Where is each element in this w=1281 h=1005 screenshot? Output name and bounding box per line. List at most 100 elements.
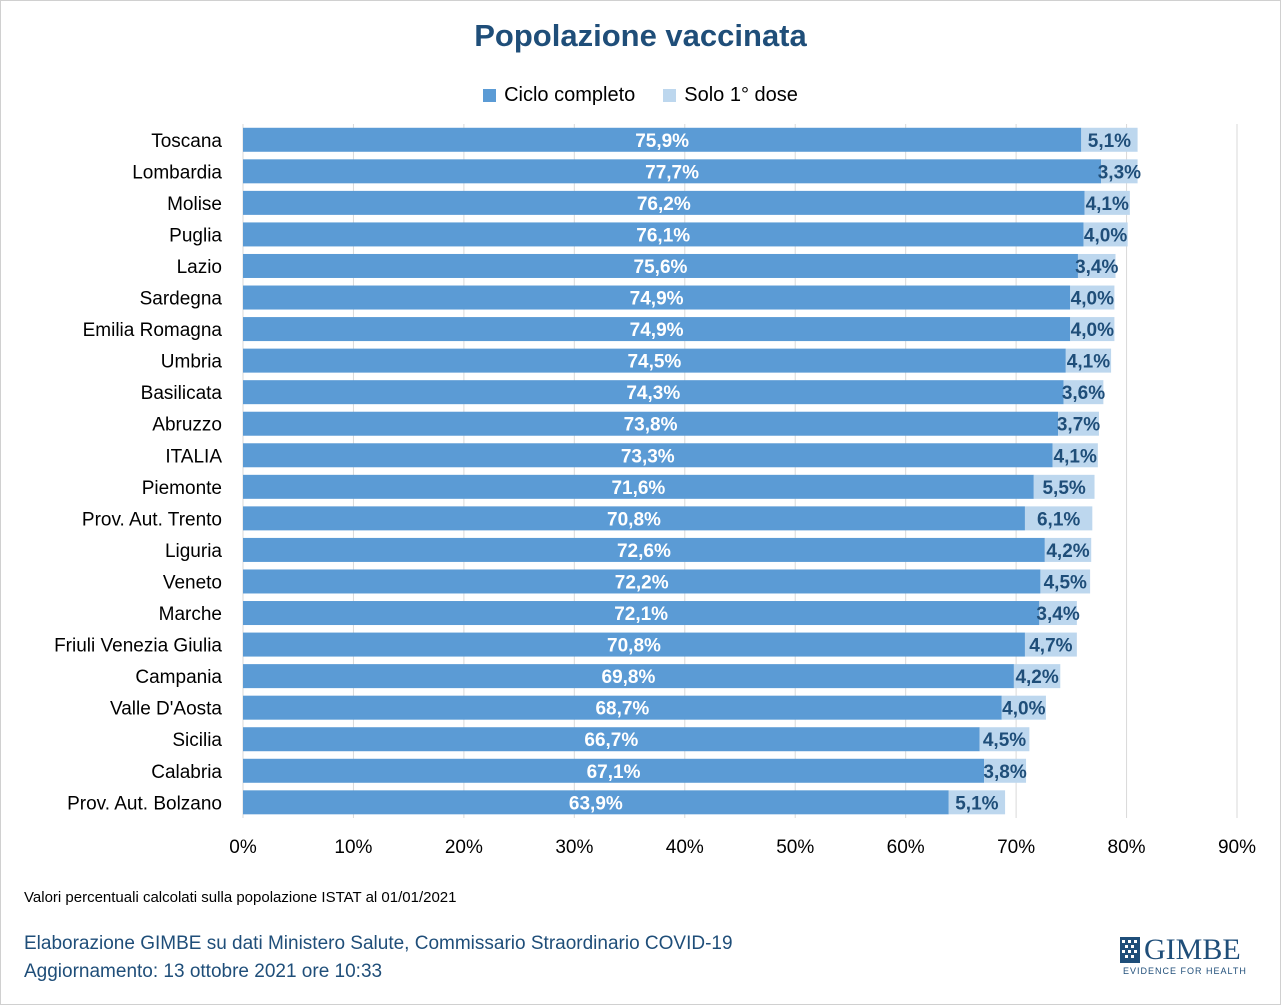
update-timestamp: Aggiornamento: 13 ottobre 2021 ore 10:33: [24, 961, 383, 982]
bar-solo-prima-dose: [1084, 190, 1130, 215]
bar-solo-prima-dose: [1070, 285, 1115, 310]
data-label-solo-prima-dose: 3,8%: [983, 762, 1026, 783]
data-label-ciclo-completo: 75,9%: [635, 131, 689, 152]
category-label-campania: Campania: [135, 667, 222, 688]
legend-swatch-solo-prima-dose: [663, 89, 677, 102]
x-tick-label: 0%: [229, 837, 257, 858]
bar-ciclo-completo: [243, 790, 949, 815]
bar-solo-prima-dose: [1081, 127, 1138, 152]
bar-ciclo-completo: [243, 253, 1078, 278]
category-label-abruzzo: Abruzzo: [152, 415, 222, 436]
data-label-solo-prima-dose: 3,6%: [1062, 383, 1105, 404]
legend-label-solo-prima-dose: Solo 1° dose: [684, 84, 798, 106]
data-label-solo-prima-dose: 4,1%: [1054, 446, 1097, 467]
data-label-ciclo-completo: 73,3%: [621, 446, 675, 467]
data-label-solo-prima-dose: 4,1%: [1067, 352, 1110, 373]
bar-solo-prima-dose: [1013, 664, 1061, 689]
data-label-ciclo-completo: 67,1%: [587, 762, 641, 783]
bar-solo-prima-dose: [1101, 159, 1138, 184]
data-label-ciclo-completo: 68,7%: [595, 699, 649, 720]
bar-ciclo-completo: [243, 317, 1071, 342]
data-label-solo-prima-dose: 4,0%: [1084, 225, 1127, 246]
bar-solo-prima-dose: [1033, 474, 1095, 499]
data-label-solo-prima-dose: 4,0%: [1071, 320, 1114, 341]
bar-ciclo-completo: [243, 632, 1025, 657]
category-label-piemonte: Piemonte: [142, 478, 222, 499]
bar-solo-prima-dose: [948, 790, 1006, 815]
category-label-molise: Molise: [167, 194, 222, 215]
data-label-ciclo-completo: 74,9%: [630, 289, 684, 310]
bar-solo-prima-dose: [1077, 253, 1116, 278]
data-label-ciclo-completo: 72,1%: [614, 604, 668, 625]
data-label-ciclo-completo: 73,8%: [624, 415, 678, 436]
legend-swatch-ciclo-completo: [483, 89, 497, 102]
bar-chart: 0% 10% 20% 30% 40% 50% 60% 70% 80% 90% Toscana 75,9…: [54, 124, 1256, 858]
data-label-solo-prima-dose: 4,0%: [1002, 699, 1045, 720]
bar-solo-prima-dose: [1083, 222, 1128, 247]
gimbe-logo: GIMBE EVIDENCE FOR HEALTH: [1120, 933, 1247, 979]
data-label-solo-prima-dose: 3,4%: [1075, 257, 1118, 278]
category-label-emilia-romagna: Emilia Romagna: [83, 320, 223, 341]
category-label-italia: ITALIA: [165, 446, 222, 467]
bar-solo-prima-dose: [1039, 601, 1077, 626]
gimbe-logo-tagline: EVIDENCE FOR HEALTH: [1123, 966, 1247, 976]
bar-ciclo-completo: [243, 506, 1025, 531]
category-label-basilicata: Basilicata: [141, 383, 223, 404]
category-label-puglia: Puglia: [169, 225, 222, 246]
bar-ciclo-completo: [243, 348, 1066, 373]
category-label-prov-aut-bolzano: Prov. Aut. Bolzano: [67, 793, 222, 814]
data-label-solo-prima-dose: 4,7%: [1029, 636, 1072, 657]
category-label-marche: Marche: [159, 604, 222, 625]
bar-ciclo-completo: [243, 474, 1034, 499]
gimbe-logo-mark-icon: [1120, 937, 1140, 963]
category-label-valle-d-aosta: Valle D'Aosta: [110, 699, 222, 720]
data-label-solo-prima-dose: 4,2%: [1046, 541, 1089, 562]
bar-ciclo-completo: [243, 127, 1082, 152]
legend-label-ciclo-completo: Ciclo completo: [504, 84, 636, 106]
data-label-ciclo-completo: 75,6%: [634, 257, 688, 278]
x-tick-label: 40%: [666, 837, 704, 858]
chart-legend: Ciclo completo Solo 1° dose: [0, 84, 1281, 107]
data-label-ciclo-completo: 70,8%: [607, 636, 661, 657]
bar-solo-prima-dose: [984, 758, 1027, 783]
category-label-liguria: Liguria: [165, 541, 222, 562]
x-tick-label: 60%: [887, 837, 925, 858]
category-label-veneto: Veneto: [163, 572, 222, 593]
data-label-ciclo-completo: 70,8%: [607, 509, 661, 530]
category-label-calabria: Calabria: [151, 762, 222, 783]
bar-ciclo-completo: [243, 664, 1014, 689]
data-label-solo-prima-dose: 3,4%: [1036, 604, 1079, 625]
bar-solo-prima-dose: [1058, 411, 1099, 436]
bar-ciclo-completo: [243, 758, 985, 783]
data-label-ciclo-completo: 74,3%: [626, 383, 680, 404]
footnote: Valori percentuali calcolati sulla popol…: [24, 889, 457, 906]
bar-ciclo-completo: [243, 285, 1071, 310]
bar-solo-prima-dose: [1063, 380, 1104, 405]
data-label-solo-prima-dose: 5,5%: [1042, 478, 1085, 499]
bar-ciclo-completo: [243, 569, 1041, 594]
bar-solo-prima-dose: [979, 727, 1030, 752]
bar-ciclo-completo: [243, 411, 1059, 436]
category-label-toscana: Toscana: [151, 131, 222, 152]
data-label-solo-prima-dose: 3,3%: [1098, 162, 1141, 183]
bar-ciclo-completo: [243, 222, 1084, 247]
x-tick-label: 90%: [1218, 837, 1256, 858]
data-label-solo-prima-dose: 5,1%: [1088, 131, 1131, 152]
bar-solo-prima-dose: [1024, 506, 1093, 531]
data-label-solo-prima-dose: 4,1%: [1086, 194, 1129, 215]
category-label-lazio: Lazio: [177, 257, 222, 278]
legend-item-solo-prima-dose: Solo 1° dose: [663, 84, 798, 107]
category-label-lombardia: Lombardia: [132, 162, 222, 183]
x-tick-label: 50%: [776, 837, 814, 858]
x-tick-label: 70%: [997, 837, 1035, 858]
bar-ciclo-completo: [243, 601, 1040, 626]
bar-solo-prima-dose: [1044, 537, 1092, 562]
bar-ciclo-completo: [243, 380, 1064, 405]
x-tick-label: 10%: [334, 837, 372, 858]
bar-ciclo-completo: [243, 443, 1053, 468]
x-tick-label: 30%: [555, 837, 593, 858]
data-label-ciclo-completo: 77,7%: [645, 162, 699, 183]
bar-ciclo-completo: [243, 727, 980, 752]
data-label-solo-prima-dose: 6,1%: [1037, 509, 1080, 530]
data-label-ciclo-completo: 63,9%: [569, 793, 623, 814]
